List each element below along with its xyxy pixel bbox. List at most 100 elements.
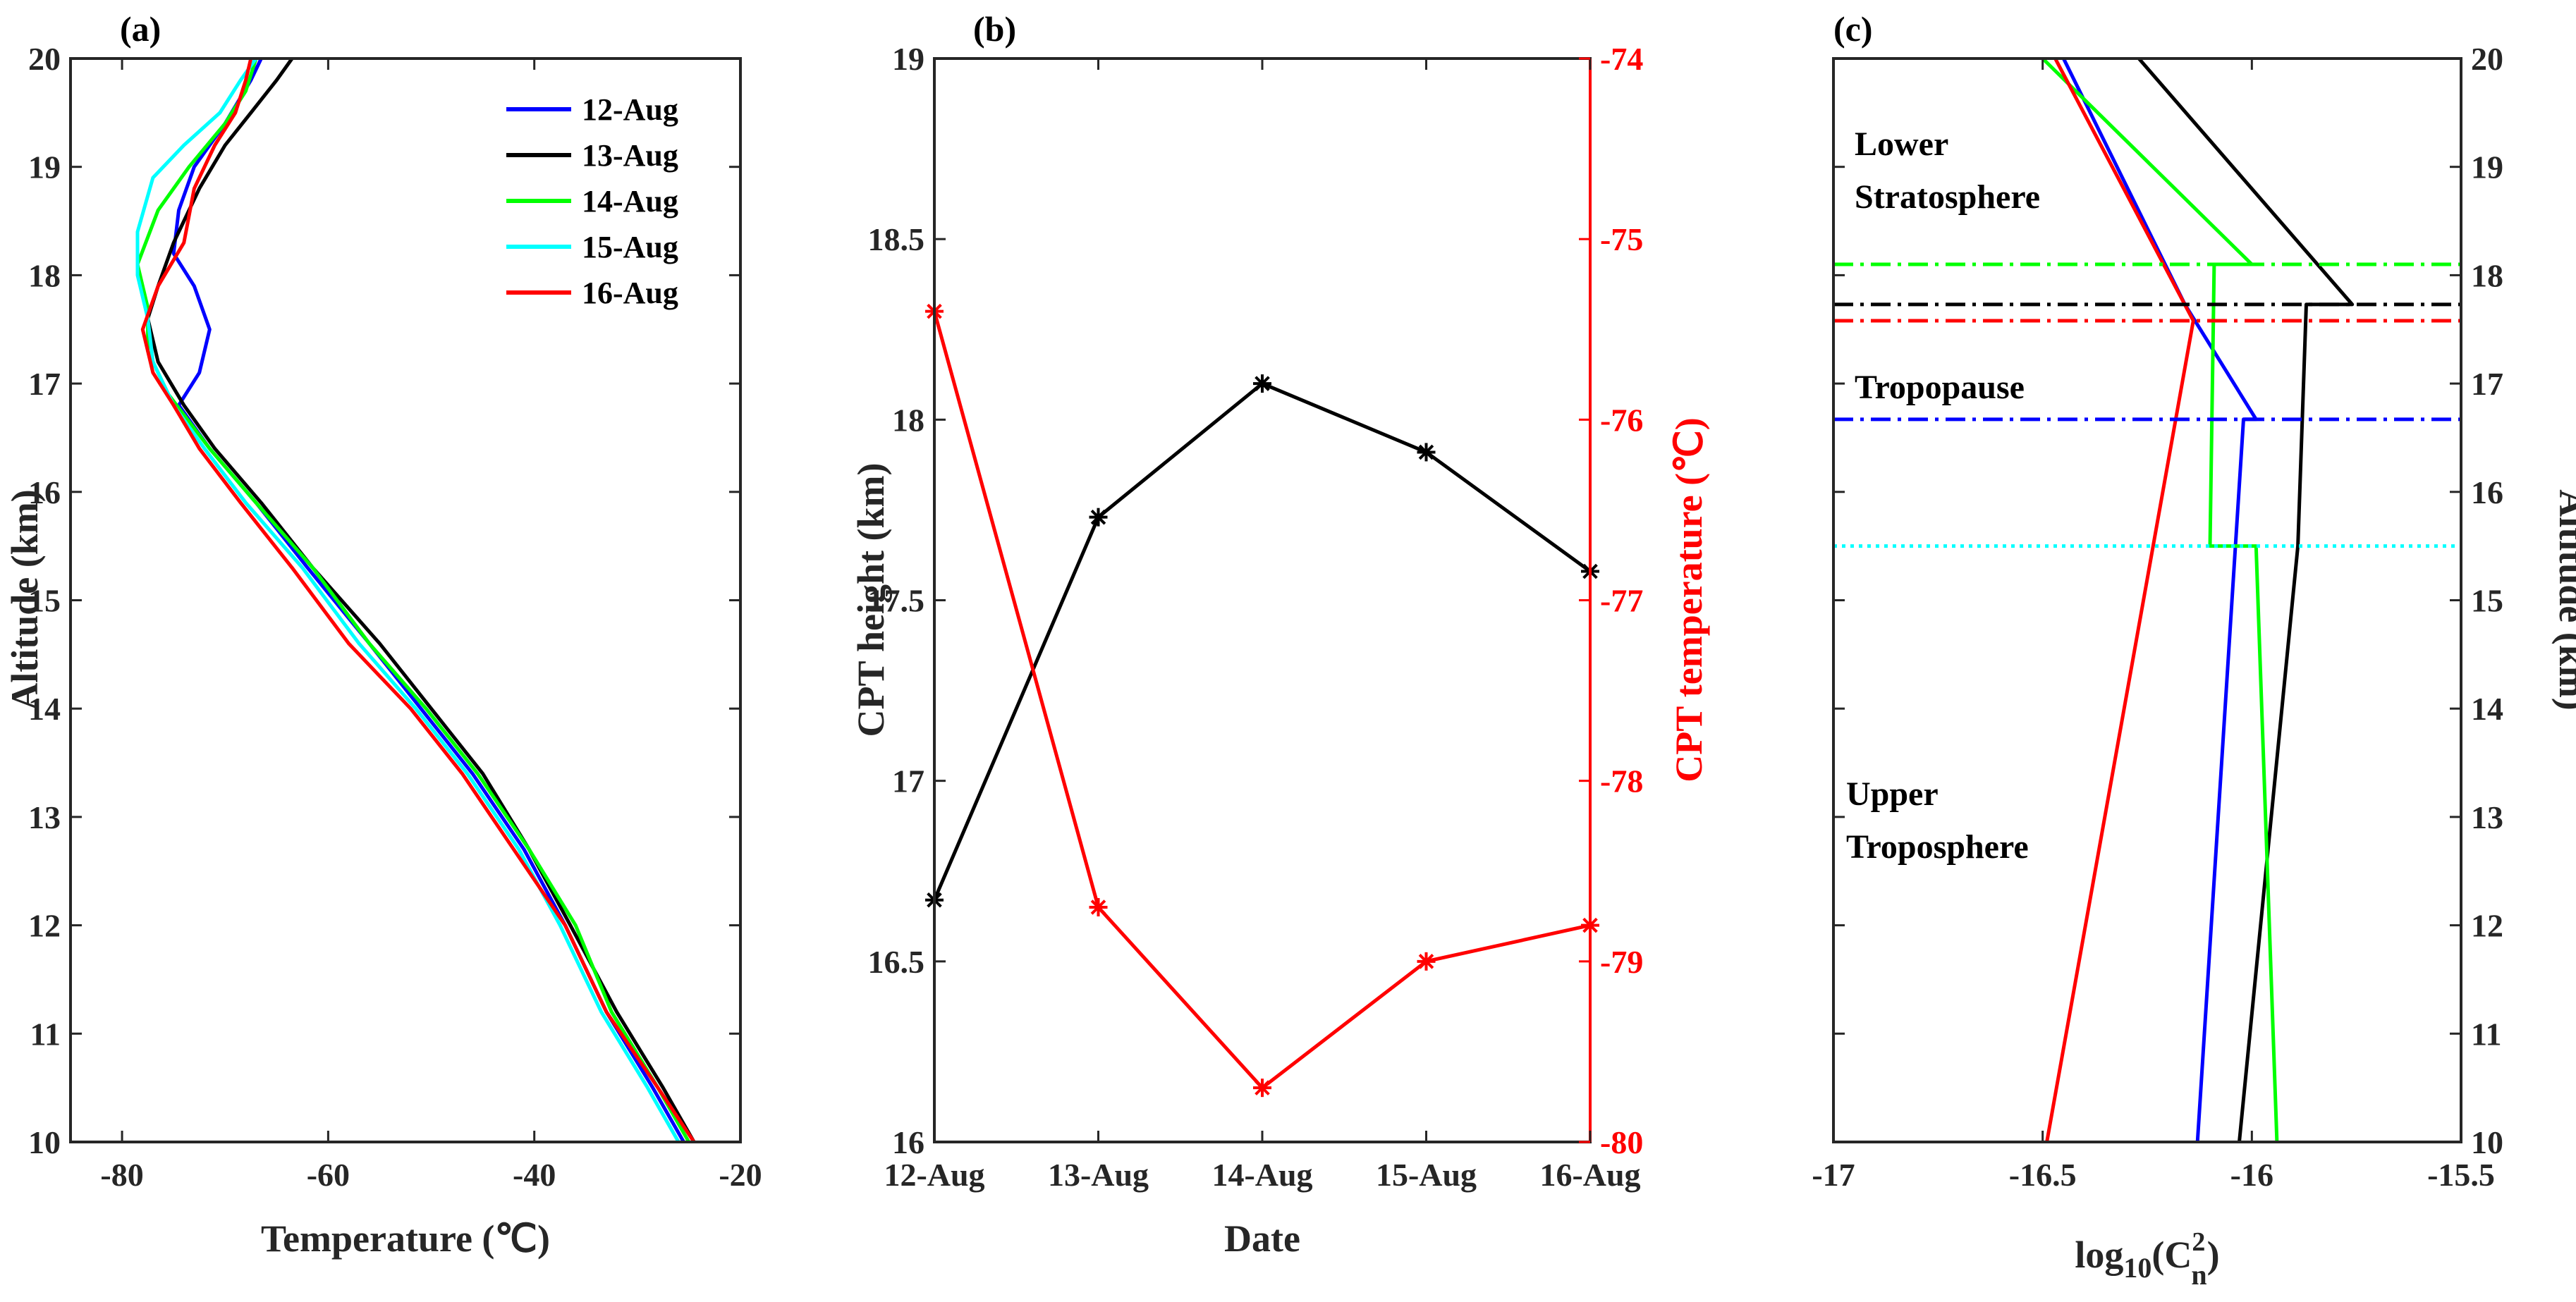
panel-b-ylabel-right: CPT temperature (℃) [1668, 417, 1710, 782]
x-tick-label: -15.5 [2427, 1157, 2495, 1193]
panel-b-axes-box [933, 57, 1592, 1143]
x-tick-label: -20 [719, 1157, 762, 1193]
xlabel-close: ) [2207, 1234, 2220, 1276]
annotation-lower-1: Lower [1855, 125, 1948, 163]
temp-profile-16-aug [140, 58, 696, 1143]
cpt-height-marker [1417, 443, 1436, 462]
x-tick-label: -40 [513, 1157, 556, 1193]
x-tick-label: 13-Aug [1048, 1157, 1149, 1193]
y-tick-label: 10 [2471, 1124, 2503, 1160]
panel-b-ylabel: CPT height (km) [850, 462, 892, 737]
annotation-tropopause: Tropopause [1855, 369, 2025, 406]
cpt-temperature-marker [1417, 952, 1436, 971]
y-tick-label: 19 [892, 41, 924, 77]
xlabel-paren-c: (C [2151, 1234, 2192, 1276]
cn2-profile-14-aug [2041, 57, 2279, 1143]
y-tick-label: 10 [28, 1124, 61, 1160]
cpt-height-marker-stroke-d2 [1255, 376, 1270, 391]
panel-a-ticks: -80 -60 -40 -20 10 11 12 13 14 15 16 17 18 19 20 [28, 41, 762, 1193]
cpt-height-marker-stroke-d2 [1090, 509, 1106, 525]
panel-b-xlabel: Date [1224, 1217, 1300, 1260]
x-tick-label: -80 [100, 1157, 143, 1193]
y-right-tick-label: -76 [1600, 402, 1643, 438]
y-tick-label: 14 [28, 691, 61, 727]
y-right-tick-label: -79 [1600, 944, 1643, 980]
panel-b-series [925, 302, 1599, 1098]
cpt-temperature-marker-stroke-d2 [1090, 899, 1106, 915]
cpt-height-marker-stroke-d2 [1418, 444, 1434, 460]
x-tick-label: -16.5 [2009, 1157, 2077, 1193]
y-tick-label: 18.5 [868, 221, 925, 257]
legend-label-14-aug: 14-Aug [582, 184, 678, 219]
y-tick-label: 20 [28, 41, 61, 77]
legend-label-12-aug: 12-Aug [582, 92, 678, 127]
x-tick-label: 12-Aug [884, 1157, 984, 1193]
y-tick-label: 17 [28, 366, 61, 402]
panel-b-ticks: 12-Aug 13-Aug 14-Aug 15-Aug 16-Aug 16 16.5 17 17… [868, 41, 1644, 1193]
y-tick-label: 16 [892, 1124, 924, 1160]
y-tick-label: 11 [2471, 1016, 2501, 1052]
y-tick-label: 18 [892, 402, 924, 438]
y-tick-label: 16.5 [868, 944, 925, 980]
annotation-lower-2: Stratosphere [1855, 178, 2040, 216]
annotation-upper-2: Troposphere [1846, 828, 2029, 866]
legend-label-16-aug: 16-Aug [582, 276, 678, 310]
panel-c-label: (c) [1833, 9, 1873, 49]
annotation-upper-1: Upper [1846, 775, 1939, 813]
panel-a: (a) -80 -60 -40 -20 10 11 12 13 14 15 16 17 18 19 20 1… [4, 9, 762, 1260]
panel-c: (c) -17 -16.5 -16 -15.510111213141516171819… [1812, 9, 2576, 1291]
legend-label-15-aug: 15-Aug [582, 230, 678, 264]
x-tick-label: 16-Aug [1539, 1157, 1640, 1193]
y-tick-label: 16 [2471, 474, 2503, 510]
y-right-tick-label: -77 [1600, 583, 1643, 619]
y-tick-label: 13 [28, 799, 61, 835]
y-right-tick-label: -75 [1600, 221, 1643, 257]
panel-b-label: (b) [973, 9, 1016, 49]
y-tick-label: 18 [28, 257, 61, 293]
y-right-tick-label: -78 [1600, 763, 1643, 799]
y-tick-label: 12 [2471, 908, 2503, 944]
xlabel-sub-10: 10 [2123, 1252, 2151, 1284]
y-tick-label: 12 [28, 908, 61, 944]
panel-a-label: (a) [120, 9, 161, 49]
y-tick-label: 14 [2471, 691, 2503, 727]
y-tick-label: 13 [2471, 799, 2503, 835]
cpt-height-line [932, 381, 1592, 901]
x-tick-label: -16 [2230, 1157, 2273, 1193]
y-tick-label: 19 [28, 149, 61, 185]
panel-c-ticks: -17 -16.5 -16 -15.510 11 12 13 14 15 16 17 18 19 20 [1812, 41, 2503, 1193]
x-tick-label: 15-Aug [1376, 1157, 1477, 1193]
y-tick-label: 17 [892, 763, 924, 799]
y-tick-label: 19 [2471, 149, 2503, 185]
cpt-temperature-marker-stroke-d2 [1255, 1080, 1270, 1095]
y-tick-label: 18 [2471, 257, 2503, 293]
x-tick-label: 14-Aug [1211, 1157, 1312, 1193]
y-tick-label: 15 [2471, 583, 2503, 619]
y-tick-label: 20 [2471, 41, 2503, 77]
cn2-profile-12-aug [2062, 57, 2258, 1143]
cpt-height-marker [1253, 374, 1271, 393]
x-tick-label: -17 [1812, 1157, 1855, 1193]
xlabel-log: log [2075, 1234, 2123, 1276]
panel-c-axes-box [1832, 57, 2462, 1143]
y-tick-label: 15 [28, 583, 61, 619]
temp-profile-13-aug [146, 57, 696, 1143]
panel-a-xlabel: Temperature (℃) [261, 1217, 550, 1260]
x-tick-label: -60 [307, 1157, 350, 1193]
xlabel-sub-n: n [2191, 1259, 2206, 1291]
cpt-height-marker [1089, 508, 1108, 527]
cpt-temperature-line [932, 310, 1591, 1090]
panel-a-ylabel: Altitude (km) [4, 489, 46, 710]
cpt-temperature-marker-stroke-d2 [1418, 954, 1434, 969]
panel-c-series [1833, 57, 2461, 1143]
panel-b: (b) 12-Aug 13-Aug 14-Aug 15-Aug 16-Aug 16 16.5… [850, 9, 1710, 1260]
panel-c-xlabel: log10(C2 n) [2075, 1227, 2219, 1291]
panel-c-ylabel-right: Altitude (km) [2551, 489, 2576, 710]
y-right-tick-label: -74 [1600, 41, 1643, 77]
legend-label-13-aug: 13-Aug [582, 138, 678, 173]
y-tick-label: 17 [2471, 366, 2503, 402]
xlabel-sup-2: 2 [2192, 1227, 2205, 1257]
panel-a-series [135, 57, 696, 1143]
y-tick-label: 16 [28, 474, 61, 510]
